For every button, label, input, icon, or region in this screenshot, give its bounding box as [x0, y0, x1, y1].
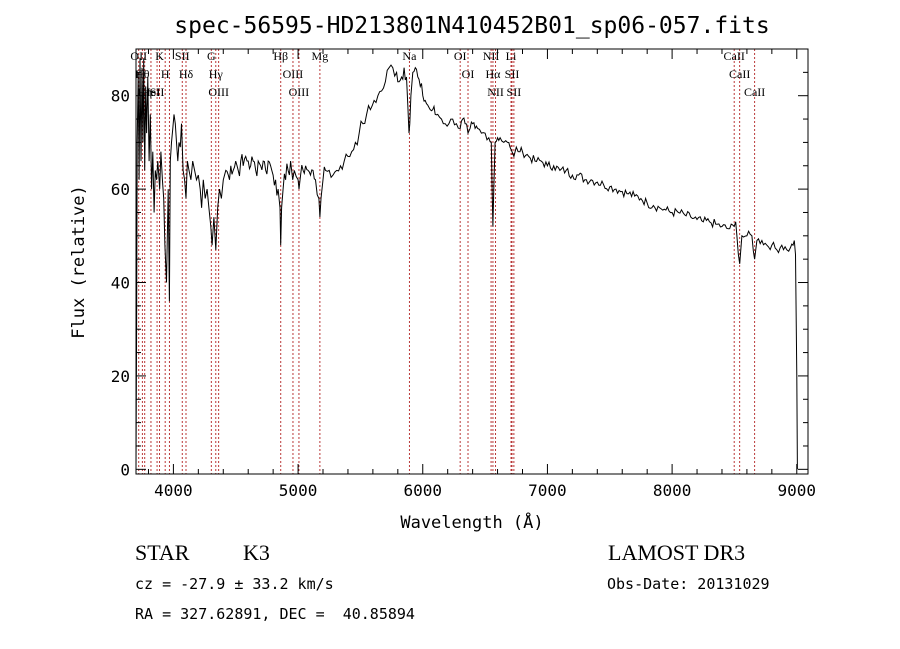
line-marker-label: SII — [175, 49, 190, 63]
x-axis-label: Wavelength (Å) — [400, 511, 543, 533]
line-marker-label: NII — [487, 85, 504, 99]
x-tick-label: 7000 — [528, 481, 567, 500]
line-marker-label: SII — [150, 85, 165, 99]
line-marker-label: OI — [462, 67, 475, 81]
observation-date: Obs-Date: 20131029 — [607, 575, 770, 593]
chart-title: spec-56595-HD213801N410452B01_sp06-057.f… — [174, 13, 769, 39]
line-marker-label: Mg — [312, 49, 329, 63]
line-marker-label: Hβ — [273, 49, 288, 63]
line-marker-label: CaII — [724, 49, 745, 63]
y-tick-label: 0 — [120, 460, 130, 479]
x-axis-ticks: 4000 5000 6000 7000 8000 9000 — [147, 49, 817, 500]
x-tick-label: 9000 — [778, 481, 817, 500]
y-tick-label: 20 — [111, 367, 130, 386]
line-marker-label: OIII — [289, 85, 310, 99]
line-marker-label: K — [155, 49, 164, 63]
y-tick-label: 60 — [111, 180, 130, 199]
emission-line-markers — [138, 49, 756, 474]
line-marker-label: HeI — [142, 85, 160, 99]
x-tick-label: 8000 — [653, 481, 692, 500]
line-marker-label: G — [207, 49, 216, 63]
y-tick-label: 80 — [111, 87, 130, 106]
line-marker-label: CaII — [729, 67, 750, 81]
y-axis-label: Flux (relative) — [69, 185, 89, 339]
spectral-subclass: K3 — [243, 540, 270, 565]
line-marker-label: CaII — [744, 85, 765, 99]
object-class: STAR — [135, 540, 190, 565]
x-tick-label: 5000 — [279, 481, 318, 500]
line-marker-label: SII — [507, 85, 522, 99]
line-marker-label: SII — [505, 67, 520, 81]
line-marker-label: OI — [454, 49, 467, 63]
line-marker-label: OIII — [208, 85, 229, 99]
spectrum-line — [135, 58, 798, 470]
line-marker-label: Hα — [485, 67, 501, 81]
plot-frame — [135, 48, 809, 475]
line-marker-label: NII — [483, 49, 500, 63]
line-marker-label: OIII — [283, 67, 304, 81]
y-axis-ticks: 0 20 40 60 80 — [111, 71, 808, 479]
x-tick-label: 6000 — [403, 481, 442, 500]
redshift-value: cz = -27.9 ± 33.2 km/s — [135, 575, 334, 593]
line-marker-label: Hγ — [209, 67, 224, 81]
x-tick-label: 4000 — [154, 481, 193, 500]
line-marker-label: Li — [506, 49, 517, 63]
line-marker-label: Hδ — [179, 67, 194, 81]
survey-name: LAMOST DR3 — [608, 540, 746, 565]
line-marker-label: OII — [130, 49, 147, 63]
line-marker-label: Na — [402, 49, 417, 63]
line-marker-label: H — [161, 67, 170, 81]
y-tick-label: 40 — [111, 274, 130, 293]
coordinates: RA = 327.62891, DEC = 40.85894 — [135, 605, 415, 623]
